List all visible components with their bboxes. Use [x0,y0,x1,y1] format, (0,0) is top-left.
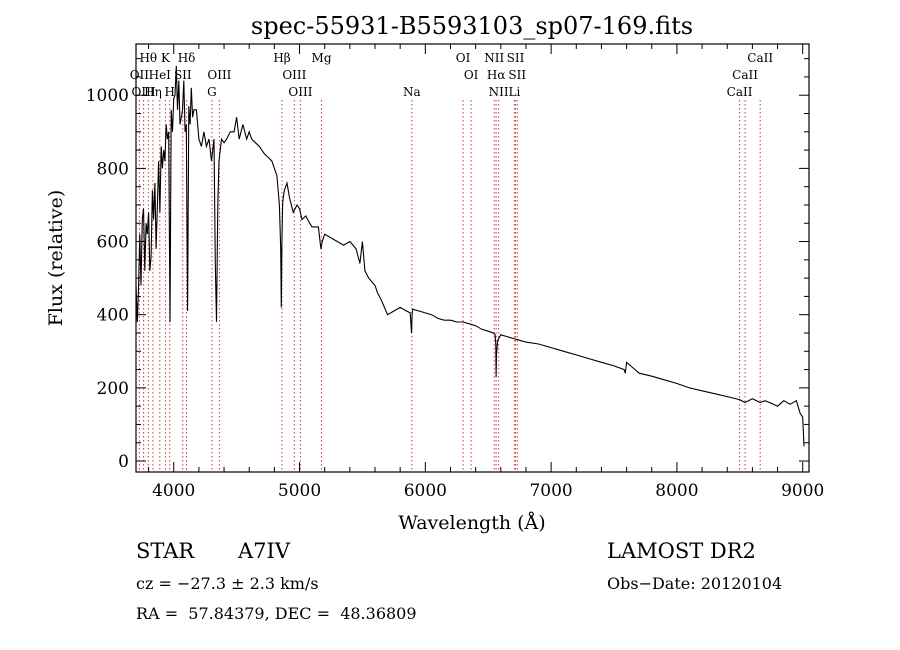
line-marker-label: Hη [144,85,162,99]
line-markers [138,100,761,472]
x-tick-label: 9000 [781,481,824,501]
line-marker-label: CaII [747,51,773,65]
redshift-text: cz = −27.3 ± 2.3 km/s [136,574,319,593]
y-tick-label: 400 [97,306,129,326]
y-tick-label: 1000 [86,86,129,106]
y-tick-label: 0 [118,452,129,472]
line-marker-label: CaII [732,68,758,82]
line-marker-label: OIII [207,68,231,82]
line-marker-label: OI [456,51,471,65]
x-axis-ticks: 4000 5000 6000 7000 8000 9000 [148,44,824,501]
line-marker-label: CaII [727,85,753,99]
line-marker-label: OI [464,68,479,82]
line-marker-label: Li [508,85,520,99]
x-tick-label: 8000 [655,481,698,501]
line-marker-label: NII [484,51,504,65]
chart-title: spec-55931-B5593103_sp07-169.fits [251,12,693,40]
x-tick-label: 6000 [404,481,447,501]
line-marker-label: Hθ [139,51,157,65]
line-marker-label: OIII [288,85,312,99]
line-marker-label: HeI [149,68,172,82]
line-marker-label: SII [507,51,525,65]
line-marker-label: Hδ [178,51,196,65]
spectrum-line [135,65,805,447]
x-axis-label: Wavelength (Å) [398,512,545,534]
line-marker-label: G [207,85,217,99]
coordinates: RA = 57.84379, DEC = 48.36809 [136,604,417,623]
obs-date: Obs−Date: 20120104 [607,574,783,593]
line-marker-label: K [161,51,171,65]
line-marker-label: Na [403,85,421,99]
x-tick-label: 4000 [152,481,195,501]
y-tick-label: 600 [97,233,129,253]
line-marker-label: OII [130,68,150,82]
x-tick-label: 5000 [278,481,321,501]
object-type: STAR [136,539,195,563]
line-marker-label: SII [174,68,192,82]
y-axis-label: Flux (relative) [45,190,67,327]
plot-frame [135,43,810,473]
line-marker-label: H [164,85,174,99]
survey-name: LAMOST DR2 [607,539,756,563]
y-axis-ticks: 0 200 400 600 800 1000 [86,58,809,472]
y-tick-label: 200 [97,379,129,399]
line-marker-label: Hβ [273,51,290,65]
y-tick-label: 800 [97,159,129,179]
x-tick-label: 7000 [529,481,572,501]
line-marker-label: Hα [487,68,506,82]
line-marker-label: SII [508,68,526,82]
line-marker-label: OIII [282,68,306,82]
line-marker-label: NII [489,85,509,99]
spectral-class: A7IV [238,539,290,563]
line-marker-label: Mg [312,51,332,65]
